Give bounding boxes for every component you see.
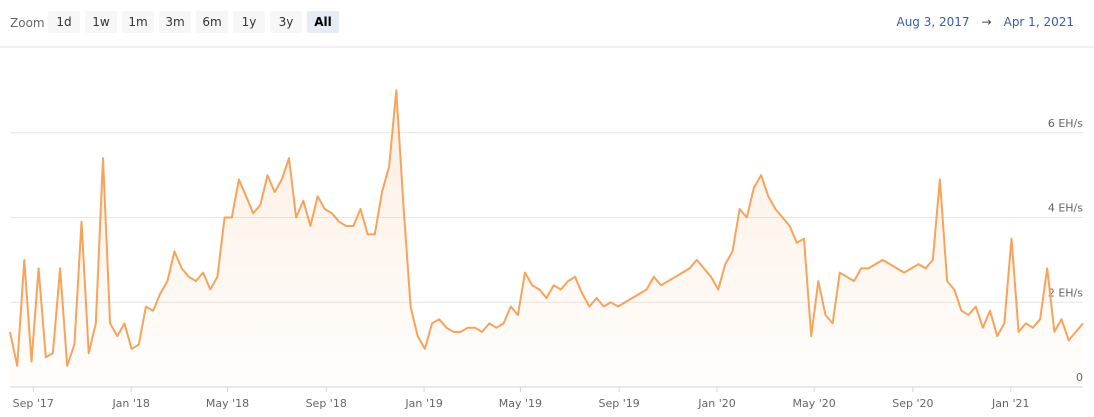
zoom-button[interactable]: 3y: [270, 11, 302, 33]
zoom-button[interactable]: 1w: [85, 11, 117, 33]
x-tick-label: Sep '17: [13, 397, 54, 410]
zoom-button[interactable]: 1y: [233, 11, 265, 33]
toolbar: Zoom Aug 3, 2017 → Apr 1, 2021 1d 1w 1m 3m 6m 1…: [0, 11, 1094, 35]
range-from[interactable]: Aug 3, 2017: [896, 15, 970, 29]
x-tick-label: Sep '19: [599, 397, 640, 410]
x-tick-label: May '20: [793, 397, 836, 410]
zoom-button[interactable]: 1m: [122, 11, 154, 33]
zoom-button[interactable]: 6m: [196, 11, 228, 33]
zoom-label: Zoom: [10, 16, 45, 30]
x-tick-label: Jan '21: [991, 397, 1029, 410]
area: [10, 90, 1083, 388]
x-tick-label: Jan '18: [111, 397, 149, 410]
y-tick-label: 2 EH/s: [1048, 286, 1083, 299]
x-tick-label: May '19: [499, 397, 542, 410]
range-arrow: →: [981, 15, 992, 29]
x-tick-label: Jan '20: [697, 397, 735, 410]
date-range: Aug 3, 2017 → Apr 1, 2021: [892, 15, 1078, 29]
zoom-button[interactable]: All: [307, 11, 339, 33]
x-tick-label: Jan '19: [404, 397, 442, 410]
line: [9, 89, 1084, 367]
y-tick-label: 6 EH/s: [1048, 117, 1083, 130]
zoom-button[interactable]: 3m: [159, 11, 191, 33]
zoom-button[interactable]: 1d: [48, 11, 80, 33]
x-tick-label: May '18: [206, 397, 249, 410]
x-tick-label: Sep '18: [306, 397, 347, 410]
x-tick-label: Sep '20: [892, 397, 933, 410]
y-tick-label: 4 EH/s: [1048, 202, 1083, 215]
range-to[interactable]: Apr 1, 2021: [1003, 15, 1074, 29]
